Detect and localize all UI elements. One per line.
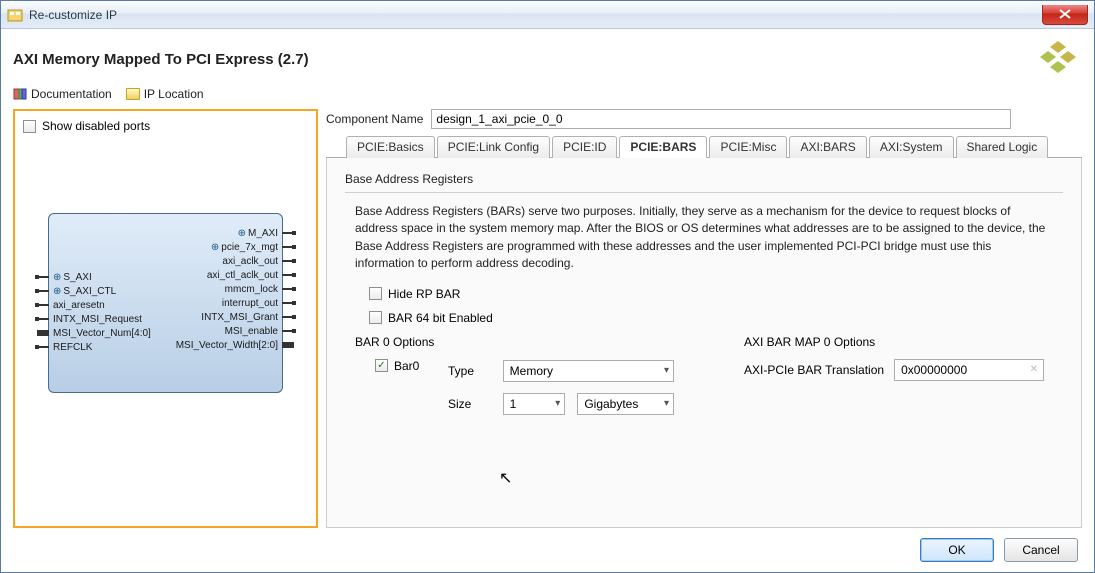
bars-section-title: Base Address Registers [345,172,1063,186]
close-button[interactable] [1042,5,1088,25]
type-label: Type [448,364,491,378]
titlebar: Re-customize IP [1,1,1094,29]
axi-translation-row: AXI-PCIe BAR Translation 0x00000000 [744,359,1063,381]
component-name-label: Component Name [326,112,423,126]
port-m-axi: M_AXI [238,226,294,240]
axi-translation-input[interactable]: 0x00000000 [894,359,1044,381]
window-title: Re-customize IP [29,8,117,22]
tab-content-bars: Base Address Registers Base Address Regi… [326,158,1082,528]
ip-block-diagram: S_AXIS_AXI_CTLaxi_aresetnINTX_MSI_Reques… [48,213,283,393]
port-axi-aclk-out: axi_aclk_out [222,254,294,268]
show-disabled-ports-checkbox[interactable] [23,120,36,133]
tab-row: PCIE:BasicsPCIE:Link ConfigPCIE:IDPCIE:B… [326,135,1082,158]
hide-rp-bar-checkbox[interactable] [369,287,382,300]
bar0-checkbox[interactable] [375,359,388,372]
bar-options-row: BAR 0 Options Bar0 Type Memory Size 1 [345,335,1063,415]
page-title-row: AXI Memory Mapped To PCI Express (2.7) [13,39,1082,79]
axi-map-options: AXI BAR MAP 0 Options AXI-PCIe BAR Trans… [734,335,1063,415]
type-select[interactable]: Memory [503,360,674,382]
component-name-input[interactable] [431,109,1011,129]
size-unit-select[interactable]: Gigabytes [577,393,674,415]
documentation-link[interactable]: Documentation [13,87,112,101]
port-msi-vector-num-4-0-: MSI_Vector_Num[4:0] [37,326,151,340]
port-intx-msi-grant: INTX_MSI_Grant [201,310,294,324]
show-disabled-ports-label: Show disabled ports [42,119,150,133]
content-row: Show disabled ports S_AXIS_AXI_CTLaxi_ar… [13,109,1082,528]
axi-translation-label: AXI-PCIe BAR Translation [744,363,884,377]
port-axi-aresetn: axi_aresetn [37,298,105,312]
port-refclk: REFCLK [37,340,92,354]
tab-pcie-bars[interactable]: PCIE:BARS [619,136,707,158]
show-disabled-ports-row[interactable]: Show disabled ports [23,119,308,133]
bar-64bit-label: BAR 64 bit Enabled [388,311,493,325]
bar0-options: BAR 0 Options Bar0 Type Memory Size 1 [345,335,674,415]
ok-button[interactable]: OK [920,538,994,562]
port-s-axi-ctl: S_AXI_CTL [37,284,116,298]
documentation-label: Documentation [31,87,112,101]
tab-axi-system[interactable]: AXI:System [869,136,954,158]
port-s-axi: S_AXI [37,270,92,284]
section-separator [345,192,1063,193]
tab-axi-bars[interactable]: AXI:BARS [789,136,866,158]
cursor-icon: ↖ [499,468,512,488]
window-controls [1042,5,1094,25]
ip-location-label: IP Location [144,87,204,101]
bar-64bit-row[interactable]: BAR 64 bit Enabled [369,311,1063,325]
port-msi-enable: MSI_enable [225,324,294,338]
dialog-footer: OK Cancel [13,528,1082,572]
size-value-select[interactable]: 1 [503,393,566,415]
dialog-body: AXI Memory Mapped To PCI Express (2.7) D… [1,29,1094,572]
axi-map-title: AXI BAR MAP 0 Options [744,335,1063,349]
tab-pcie-misc[interactable]: PCIE:Misc [709,136,787,158]
ip-location-link[interactable]: IP Location [126,87,204,101]
bar-64bit-checkbox[interactable] [369,311,382,324]
size-label: Size [448,397,491,411]
hide-rp-bar-label: Hide RP BAR [388,287,460,301]
hide-rp-bar-row[interactable]: Hide RP BAR [369,287,1063,301]
preview-panel: Show disabled ports S_AXIS_AXI_CTLaxi_ar… [13,109,318,528]
bars-description: Base Address Registers (BARs) serve two … [355,203,1053,273]
folder-icon [126,88,140,100]
page-title: AXI Memory Mapped To PCI Express (2.7) [13,51,309,68]
port-interrupt-out: interrupt_out [222,296,294,310]
app-icon [7,7,23,23]
tab-shared-logic[interactable]: Shared Logic [956,136,1049,158]
port-axi-ctl-aclk-out: axi_ctl_aclk_out [207,268,294,282]
bar0-enable-row[interactable]: Bar0 [375,359,436,373]
port-pcie-7x-mgt: pcie_7x_mgt [211,240,294,254]
bar0-grid: Bar0 Type Memory Size 1 Gigabytes [375,359,674,415]
tab-pcie-link-config[interactable]: PCIE:Link Config [437,136,550,158]
brand-logo [1040,39,1076,79]
bar0-label: Bar0 [394,359,419,373]
toolbar: Documentation IP Location [13,87,1082,101]
config-panel: Component Name PCIE:BasicsPCIE:Link Conf… [326,109,1082,528]
tab-pcie-id[interactable]: PCIE:ID [552,136,617,158]
book-icon [13,87,27,101]
tab-pcie-basics[interactable]: PCIE:Basics [346,136,435,158]
port-mmcm-lock: mmcm_lock [225,282,294,296]
port-msi-vector-width-2-0-: MSI_Vector_Width[2:0] [176,338,294,352]
port-intx-msi-request: INTX_MSI_Request [37,312,142,326]
component-name-row: Component Name [326,109,1082,129]
cancel-button[interactable]: Cancel [1004,538,1078,562]
bar0-title: BAR 0 Options [355,335,674,349]
